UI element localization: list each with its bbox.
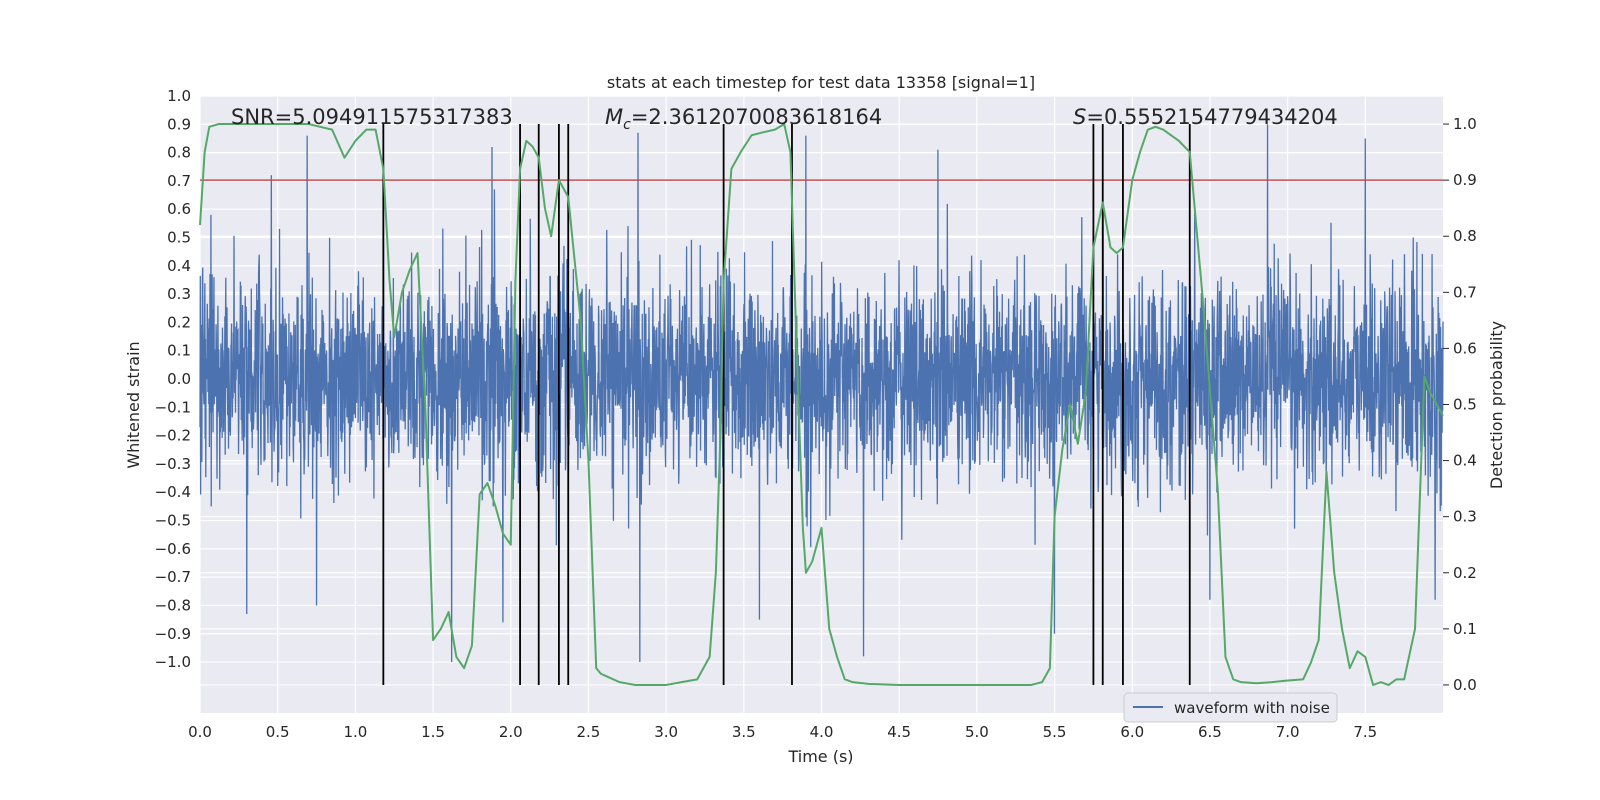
probability-line [199,123,1444,686]
x-tick-label: 1.5 [421,723,445,741]
x-tick-label: 4.0 [810,723,834,741]
y-tick-label: 0.2 [167,313,191,331]
x-tick-label: 0.0 [188,723,212,741]
y-tick-label: −0.8 [155,596,191,614]
y-tick-label: 0.0 [167,370,191,388]
x-tick-label: 7.0 [1276,723,1300,741]
x-axis-label: Time (s) [787,747,853,766]
y2-tick-label: 0.2 [1453,564,1477,582]
x-tick-label: 6.0 [1120,723,1144,741]
y-tick-label: −0.1 [155,398,191,416]
x-tick-label: 3.5 [732,723,756,741]
x-tick-label: 5.0 [965,723,989,741]
y2-tick-label: 0.0 [1453,676,1477,694]
y-tick-label: 0.1 [167,342,191,360]
y2-tick-label: 1.0 [1453,115,1477,133]
y2-tick-label: 0.5 [1453,396,1477,414]
s-value: =0.5552154779434204 [1086,105,1337,129]
y-tick-label: −0.9 [155,625,191,643]
vertical-markers [382,124,1191,685]
y2-tick-label: 0.4 [1453,452,1477,470]
strain-series [199,124,1444,663]
x-tick-label: 1.0 [343,723,367,741]
y-tick-label: −0.2 [155,427,191,445]
y2-tick-label: 0.1 [1453,620,1477,638]
probability-series [199,123,1444,686]
y-tick-label: −0.7 [155,568,191,586]
chirp-mass-annotation: Mc=2.3612070083618164 [605,105,882,133]
y-tick-label: −0.5 [155,512,191,530]
chart-title: stats at each timestep for test data 133… [607,73,1035,92]
y-tick-label: 0.7 [167,172,191,190]
y2-tick-label: 0.7 [1453,283,1477,301]
x-tick-label: 4.5 [887,723,911,741]
legend: waveform with noise [1123,692,1338,723]
y-tick-label: 0.6 [167,200,191,218]
y2-tick-label: 0.8 [1453,227,1477,245]
y-tick-label: 0.8 [167,144,191,162]
chirp-mass-value: =2.3612070083618164 [631,105,882,129]
x-tick-label: 3.0 [654,723,678,741]
s-annotation: S=0.5552154779434204 [1073,105,1338,129]
x-tick-label: 5.5 [1043,723,1067,741]
y-axis-label: Whitened strain [124,341,143,468]
x-tick-label: 2.0 [499,723,523,741]
y-tick-label: 0.4 [167,257,191,275]
y-tick-label: 0.9 [167,115,191,133]
y-tick-label: 0.5 [167,229,191,247]
strain-line [199,124,1444,663]
x-tick-label: 0.5 [266,723,290,741]
y-tick-label: 0.3 [167,285,191,303]
y2-tick-label: 0.9 [1453,171,1477,189]
y2-tick-label: 0.3 [1453,508,1477,526]
y-tick-label: −0.6 [155,540,191,558]
s-symbol: S [1073,105,1086,129]
y2-axis-label: Detection probability [1487,321,1506,489]
legend-label: waveform with noise [1174,699,1330,717]
legend-box [1123,692,1338,723]
x-tick-label: 2.5 [577,723,601,741]
ticks: 0.0 0.5 1.0 1.5 2.0 2.5 3.0 3.5 4.0 4.5 5.0 5.5 6.0 6… [155,87,1477,741]
y2-tick-label: 0.6 [1453,339,1477,357]
y-tick-label: 1.0 [167,87,191,105]
chirp-mass-subscript: c [623,117,631,133]
snr-annotation: SNR=5.094911575317383 [231,105,513,129]
x-tick-label: 7.5 [1353,723,1377,741]
chirp-mass-symbol: M [605,105,623,129]
y-tick-label: −0.4 [155,483,191,501]
y-tick-label: −0.3 [155,455,191,473]
x-tick-label: 6.5 [1198,723,1222,741]
y-tick-label: −1.0 [155,653,191,671]
